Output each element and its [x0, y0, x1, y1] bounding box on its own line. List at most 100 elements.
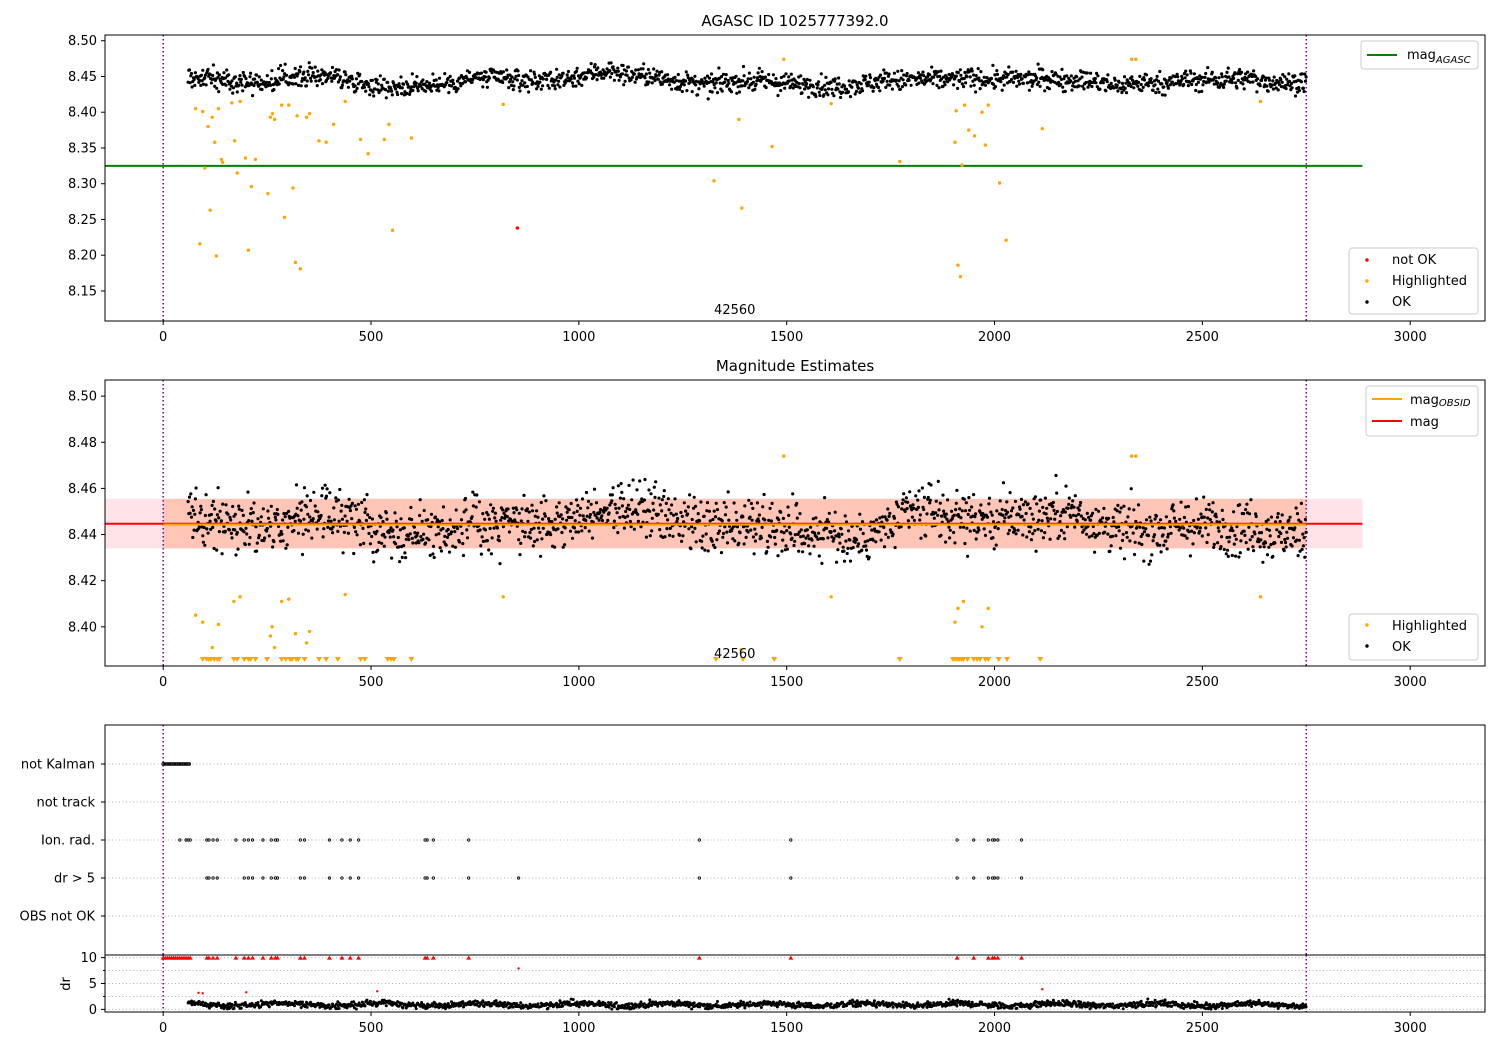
- ok-point: [190, 505, 194, 509]
- ok-point: [420, 519, 424, 523]
- ok-point: [226, 512, 230, 516]
- panel2-ticks: 0 500 1000 1500 2000 2500 30008.408.428.448.46…: [68, 390, 1427, 690]
- ok-point: [574, 498, 579, 502]
- ok-point: [1212, 545, 1216, 550]
- dr-point: [494, 999, 498, 1003]
- ok-point: [199, 504, 203, 508]
- ok-point: [679, 510, 683, 515]
- ok-point: [269, 77, 273, 81]
- ok-point: [684, 79, 688, 83]
- ok-point: [231, 86, 235, 90]
- ok-point: [757, 513, 762, 517]
- ok-point: [874, 540, 878, 544]
- ok-point: [1204, 526, 1208, 530]
- highlighted-point: [298, 267, 303, 271]
- ok-point: [1160, 93, 1164, 97]
- ok-point: [991, 82, 996, 86]
- ok-point: [1244, 507, 1248, 512]
- ok-point: [1174, 82, 1178, 86]
- ok-point: [1275, 515, 1280, 519]
- ok-point: [1087, 83, 1091, 87]
- ok-point: [1206, 66, 1210, 70]
- ok-point: [619, 482, 623, 486]
- ok-point: [696, 93, 700, 97]
- dr-point: [603, 1001, 607, 1005]
- ok-point: [1219, 545, 1223, 549]
- ok-point: [310, 536, 314, 540]
- ok-point: [249, 507, 253, 511]
- ok-point: [427, 538, 431, 542]
- ok-point: [394, 542, 398, 546]
- ok-point: [397, 82, 401, 86]
- dr-point: [739, 999, 743, 1003]
- ok-point: [1024, 511, 1028, 516]
- ok-point: [1220, 508, 1224, 512]
- ok-point: [223, 529, 227, 534]
- dr-point: [648, 1000, 652, 1004]
- ok-point: [1303, 79, 1307, 83]
- ok-point: [1297, 518, 1301, 522]
- ok-point: [799, 535, 803, 539]
- flag-point: [269, 838, 273, 842]
- ok-point: [723, 513, 728, 517]
- ok-point: [941, 493, 945, 497]
- ok-point: [602, 510, 606, 514]
- dr-point: [627, 1002, 631, 1006]
- ok-point: [1116, 89, 1120, 93]
- ok-point: [1295, 511, 1300, 516]
- flag-point: [1019, 876, 1024, 880]
- ok-point: [673, 75, 677, 79]
- ok-point: [696, 511, 700, 516]
- ok-point: [580, 83, 584, 87]
- lower-limit-marker: [252, 657, 259, 662]
- ok-point: [409, 505, 413, 510]
- ok-point: [668, 533, 672, 537]
- dr-point: [708, 1003, 712, 1006]
- panel2-marks: [105, 380, 1363, 666]
- ok-point: [853, 92, 857, 96]
- ok-point: [846, 529, 851, 533]
- ok-point: [1248, 80, 1252, 84]
- ok-point: [1234, 81, 1238, 85]
- ok-point: [326, 76, 330, 80]
- ok-point: [1146, 84, 1151, 88]
- ok-point: [529, 527, 533, 532]
- ok-point: [509, 83, 513, 87]
- ok-point: [1136, 84, 1140, 88]
- ok-point: [338, 487, 342, 492]
- ok-point: [823, 496, 827, 500]
- ok-point: [757, 519, 761, 523]
- ok-point: [965, 75, 969, 79]
- ok-point: [1230, 553, 1234, 558]
- flag-point: [1019, 838, 1024, 842]
- dr-point: [612, 1005, 616, 1009]
- dr-point: [468, 1000, 472, 1004]
- dr-point: [511, 1005, 515, 1009]
- ok-point: [187, 495, 192, 499]
- ok-point: [231, 504, 235, 509]
- ok-point: [511, 80, 515, 84]
- dr-point: [901, 1000, 905, 1004]
- ok-point: [1276, 511, 1280, 516]
- ok-point: [1146, 534, 1151, 538]
- ok-point: [491, 506, 495, 510]
- highlighted-point: [246, 248, 251, 252]
- ok-point: [322, 527, 326, 531]
- ok-point: [273, 515, 277, 519]
- ok-point: [763, 75, 768, 79]
- ok-point: [714, 501, 718, 505]
- ok-point: [1234, 554, 1238, 558]
- ok-point: [769, 535, 773, 539]
- highlighted-point: [287, 597, 291, 601]
- ok-point: [350, 517, 354, 521]
- ok-point: [1126, 515, 1130, 519]
- flag-point: [986, 838, 990, 842]
- ok-point: [574, 84, 578, 88]
- ok-point: [275, 507, 279, 512]
- ok-point: [1276, 88, 1280, 92]
- lower-limit-marker: [896, 657, 903, 662]
- ok-point: [523, 81, 527, 85]
- dr-point: [916, 1001, 920, 1005]
- ok-point: [1035, 502, 1039, 506]
